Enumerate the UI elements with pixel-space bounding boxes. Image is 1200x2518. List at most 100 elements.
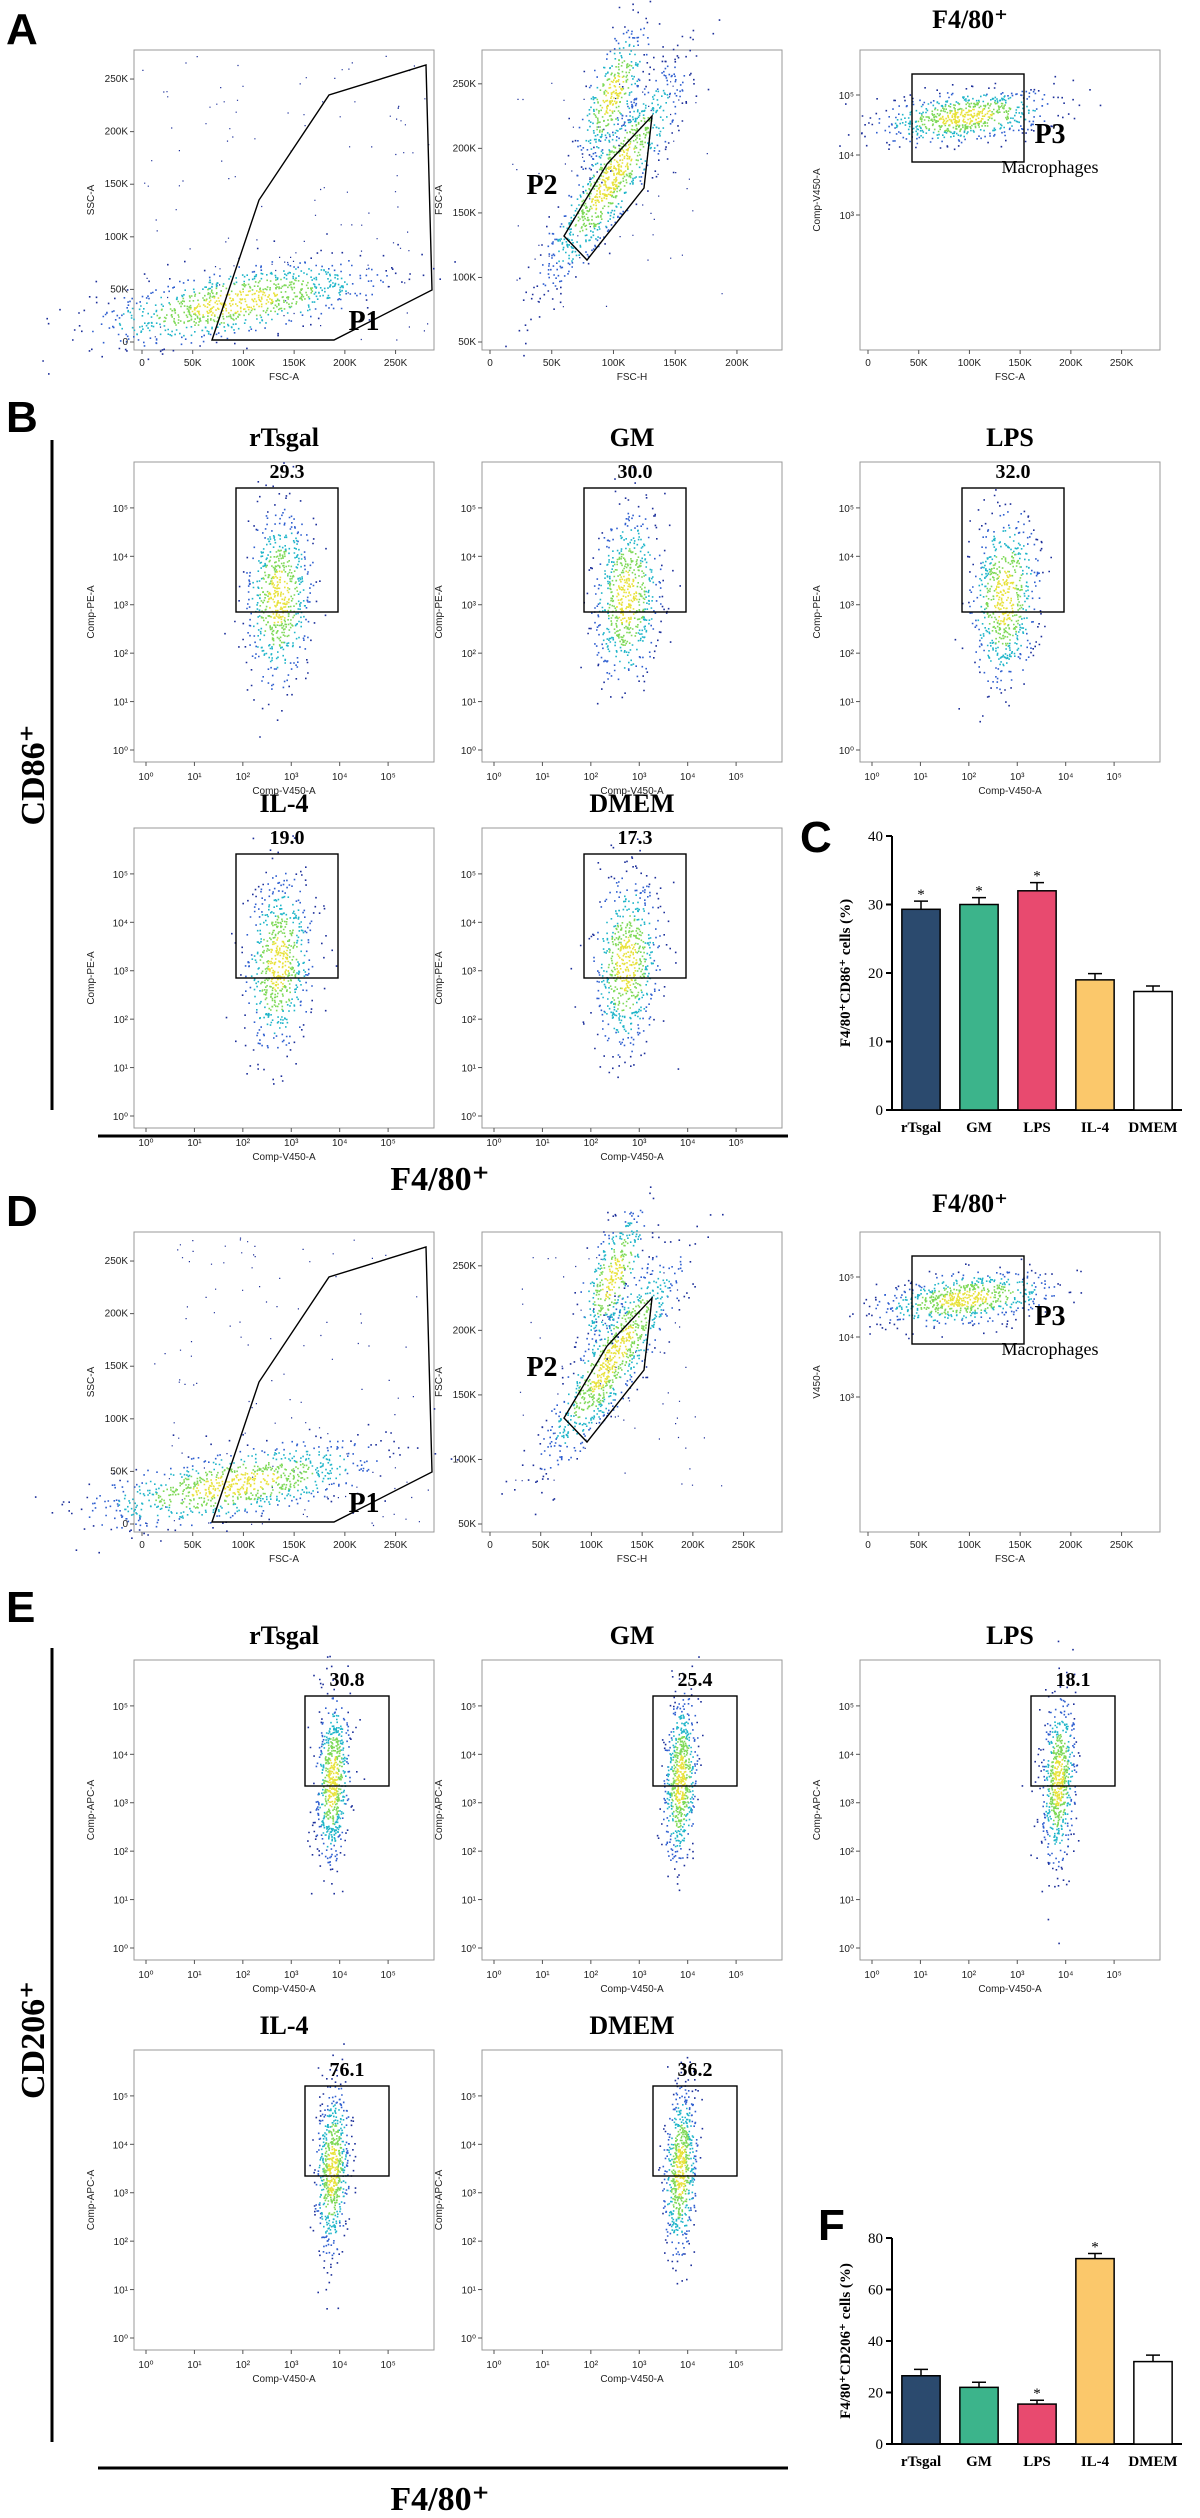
event-dots — [615, 936, 638, 992]
d-p1-frame — [133, 1231, 435, 1533]
a-p3-xtick-label: 100K — [958, 358, 982, 369]
c-bar-chart-bar-lps — [1017, 890, 1057, 1111]
b-lps-percent: 32.0 — [996, 461, 1031, 483]
e-lps-ytick-label: 10⁰ — [839, 1944, 854, 1955]
e-il4-xtick-label: 10⁰ — [138, 2360, 153, 2371]
event-dots — [42, 233, 456, 375]
b-gm-title: GM — [610, 423, 655, 452]
b-rtsgal-xtick-label: 10² — [236, 772, 251, 783]
e-lps-xtick-label: 10⁴ — [1058, 1970, 1073, 1981]
b-rtsgal-xtick-label: 10⁴ — [332, 772, 347, 783]
e-gm-ytick-label: 10¹ — [462, 1896, 477, 1907]
e-il4-xlabel: Comp-V450-A — [252, 2374, 316, 2385]
b-gm-xtick-label: 10⁵ — [728, 772, 743, 783]
b-rtsgal-xlabel: Comp-V450-A — [252, 786, 316, 797]
b-rtsgal-ytick-label: 10¹ — [114, 698, 129, 709]
a-p3-ytick-label: 10⁴ — [839, 151, 854, 162]
b-il4-ytick-label: 10³ — [114, 967, 129, 978]
a-p1-xtick-label: 250K — [384, 358, 408, 369]
e-rtsgal-ytick-label: 10⁵ — [113, 1702, 128, 1713]
a-p3-frame — [859, 49, 1161, 351]
c-bar-chart-category-label: GM — [966, 1120, 992, 1136]
b-gm: GM 30.0 10⁰ 10⁰ 10¹ 10¹ 10² 10² 10³ 10³ 10⁴ 10⁴ 10⁵ 1… — [434, 423, 783, 797]
b-gm-xtick-label: 10² — [584, 772, 599, 783]
f-bar-chart-category-label: IL-4 — [1081, 2454, 1110, 2470]
c-bar-chart-category-label: rTsgal — [901, 1120, 941, 1136]
event-dots — [34, 1408, 459, 1554]
event-dots — [1048, 1734, 1070, 1828]
e-il4-xtick-label: 10⁴ — [332, 2360, 347, 2371]
d-p2-xtick-label: 200K — [681, 1540, 705, 1551]
a-p2-xtick-label: 50K — [543, 358, 561, 369]
e-dmem-ytick-label: 10⁴ — [461, 2140, 476, 2151]
a-p1-ytick-label: 0 — [122, 337, 128, 348]
c-bar-chart-ylabel: F4/80⁺CD86⁺ cells (%) — [838, 899, 854, 1047]
b-dmem-xtick-label: 10¹ — [535, 1138, 550, 1149]
c-bar-chart-bar-rtsgal — [901, 908, 941, 1111]
a-p1-xtick-label: 150K — [282, 358, 306, 369]
e-gm-xtick-label: 10⁵ — [728, 1970, 743, 1981]
event-dots — [670, 1736, 691, 1828]
event-dots — [251, 532, 306, 669]
e-il4-xtick-label: 10² — [236, 2360, 251, 2371]
event-dots — [894, 94, 1036, 139]
event-dots — [607, 548, 646, 646]
e-rtsgal-ytick-label: 10⁰ — [113, 1944, 128, 1955]
event-dots — [155, 1461, 314, 1509]
e-rtsgal-gate — [304, 1695, 390, 1787]
d-p1-ytick-label: 200K — [105, 1309, 129, 1320]
cd86-side-label: CD86⁺ — [15, 724, 52, 825]
event-dots — [224, 462, 327, 738]
event-dots — [969, 511, 1041, 691]
d-p2-xtick-label: 0 — [487, 1540, 493, 1551]
e-il4-frame — [133, 2049, 435, 2351]
d-p1-xlabel: FSC-A — [269, 1554, 299, 1565]
d-p3-xtick-label: 0 — [865, 1540, 871, 1551]
b-dmem-xtick-label: 10⁵ — [728, 1138, 743, 1149]
b-gm-xtick-label: 10³ — [632, 772, 647, 783]
event-dots — [616, 570, 638, 624]
e-rtsgal-ylabel: Comp-APC-A — [86, 1779, 97, 1840]
b-dmem-ytick-label: 10³ — [462, 967, 477, 978]
b-gm-frame — [481, 461, 783, 763]
a-p3-xtick-label: 150K — [1008, 358, 1032, 369]
b-lps-ytick-label: 10³ — [840, 601, 855, 612]
e-gm-ytick-label: 10² — [462, 1847, 477, 1858]
f-bar-chart-errorbar — [1030, 2399, 1044, 2405]
event-dots — [675, 1755, 687, 1808]
d-p3-xtick-label: 150K — [1008, 1540, 1032, 1551]
e-il4-ytick-label: 10³ — [114, 2189, 129, 2200]
e-il4: IL-4 76.1 10⁰ 10⁰ 10¹ 10¹ 10² 10² 10³ 10³ 10⁴ 10⁴ 10… — [86, 2011, 435, 2385]
a-p3-gate — [911, 73, 1025, 163]
d-p3-ylabel: V450-A — [812, 1365, 823, 1399]
e-dmem-ytick-label: 10¹ — [462, 2286, 477, 2297]
e-gm-title: GM — [610, 1621, 655, 1650]
e-dmem-ytick-label: 10³ — [462, 2189, 477, 2200]
d-p2-xtick-label: 150K — [630, 1540, 654, 1551]
a-p3-xlabel: FSC-A — [995, 372, 1025, 383]
event-dots — [670, 2124, 690, 2219]
b-lps-xtick-label: 10¹ — [913, 772, 928, 783]
plots-layer: P1 0 50K 100K 150K 200K 250K FSC-A 0 50K 100K 150K 2… — [34, 0, 1182, 2470]
b-rtsgal-title: rTsgal — [249, 423, 319, 452]
e-dmem-xtick-label: 10⁰ — [486, 2360, 501, 2371]
b-rtsgal: rTsgal 29.3 10⁰ 10⁰ 10¹ 10¹ 10² 10² 10³ 10³ 10⁴ 10⁴… — [86, 423, 435, 797]
f-bar-chart: 0 20 40 60 80 F4/80⁺CD206⁺ cells (%) rTsgal GM *… — [838, 2231, 1182, 2470]
e-gm-ytick-label: 10³ — [462, 1799, 477, 1810]
d-p3-ytick-label: 10⁵ — [839, 1273, 854, 1284]
f-bar-chart-errorbar — [972, 2381, 986, 2388]
event-dots — [250, 895, 307, 1035]
b-rtsgal-percent: 29.3 — [270, 461, 305, 483]
a-p2-ytick-label: 200K — [453, 143, 477, 154]
event-dots — [540, 1255, 683, 1471]
f-bar-chart-category-label: GM — [966, 2454, 992, 2470]
d-p3-gate — [911, 1255, 1025, 1345]
b-gm-ytick-label: 10² — [462, 649, 477, 660]
d-p1-ytick-label: 150K — [105, 1361, 129, 1372]
a-p3-xtick-label: 50K — [910, 358, 928, 369]
b-gm-ytick-label: 10⁰ — [461, 746, 476, 757]
e-il4-ytick-label: 10² — [114, 2237, 129, 2248]
e-rtsgal-xtick-label: 10⁰ — [138, 1970, 153, 1981]
b-dmem-title: DMEM — [589, 789, 674, 818]
b-lps-ytick-label: 10² — [840, 649, 855, 660]
